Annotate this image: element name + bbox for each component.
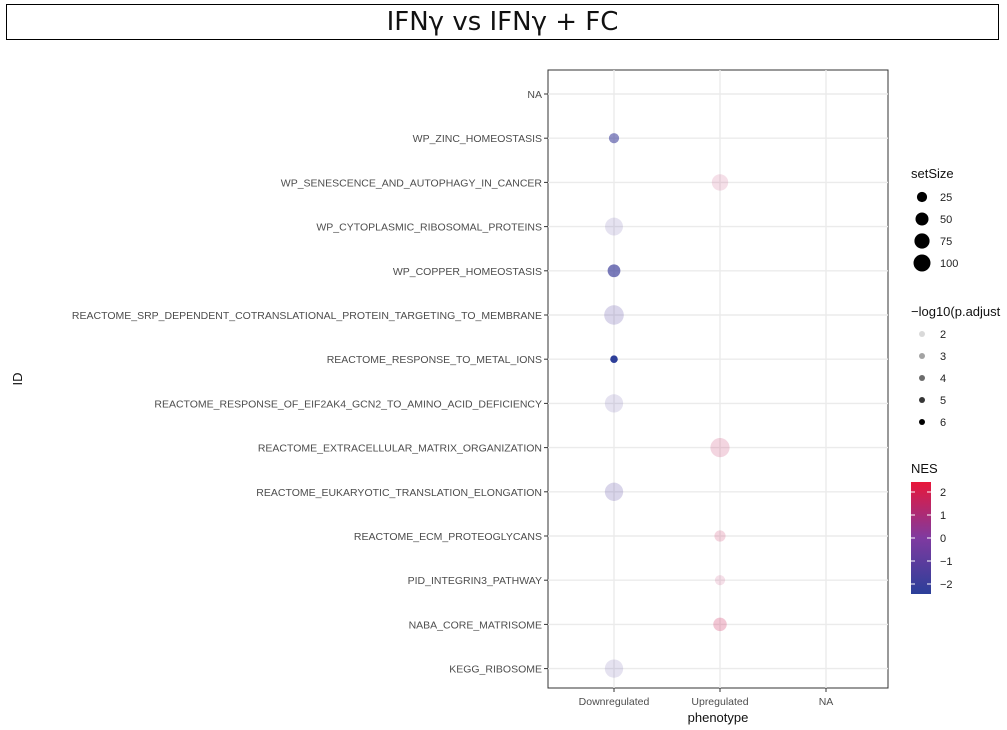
alpha-legend-label: 5 xyxy=(940,395,946,407)
data-point xyxy=(607,264,621,278)
data-point xyxy=(604,394,624,413)
y-tick-label: PID_INTEGRIN3_PATHWAY xyxy=(408,575,542,587)
data-point xyxy=(710,438,730,458)
data-point xyxy=(714,530,726,542)
data-point xyxy=(610,355,618,363)
legend: setSize255075100−log10(p.adjust23456NES2… xyxy=(911,166,1001,594)
size-legend-key xyxy=(913,254,931,272)
alpha-legend-label: 6 xyxy=(940,417,946,429)
color-legend-label: −2 xyxy=(940,579,953,591)
color-legend-label: 2 xyxy=(940,487,946,499)
alpha-legend-label: 2 xyxy=(940,329,946,341)
y-axis-ticks: NA WP_ZINC_HOMEOSTASIS WP_SENESCENCE_AND_A… xyxy=(72,89,548,676)
size-legend-label: 100 xyxy=(940,258,958,270)
y-tick-label: NABA_CORE_MATRISOME xyxy=(409,619,542,631)
y-tick-label: KEGG_RIBOSOME xyxy=(449,664,542,676)
x-axis-ticks: Downregulated Upregulated NA xyxy=(579,688,834,708)
y-tick-label: WP_COPPER_HOMEOSTASIS xyxy=(393,266,542,278)
color-legend-title: NES xyxy=(911,461,938,476)
panel-border xyxy=(547,69,889,689)
y-tick-label: WP_SENESCENCE_AND_AUTOPHAGY_IN_CANCER xyxy=(281,177,543,189)
size-legend-title: setSize xyxy=(911,166,954,181)
y-tick-label: WP_ZINC_HOMEOSTASIS xyxy=(413,133,542,145)
color-legend-label: −1 xyxy=(940,556,953,568)
alpha-legend-label: 3 xyxy=(940,351,946,363)
size-legend-key xyxy=(914,233,930,249)
data-point xyxy=(711,174,729,191)
chart-title: IFNγ vs IFNγ + FC xyxy=(6,4,999,40)
y-tick-label: REACTOME_EUKARYOTIC_TRANSLATION_ELONGATI… xyxy=(256,487,542,499)
size-legend-label: 50 xyxy=(940,214,952,226)
size-legend-label: 25 xyxy=(940,192,952,204)
x-tick-label: Downregulated xyxy=(579,696,650,708)
size-legend-key xyxy=(916,191,928,203)
points-layer xyxy=(604,133,730,678)
alpha-legend-key xyxy=(919,419,925,425)
y-tick-label: NA xyxy=(527,89,542,101)
y-tick-label: REACTOME_ECM_PROTEOGLYCANS xyxy=(354,531,542,543)
alpha-legend-key xyxy=(919,397,925,403)
y-axis-title: ID xyxy=(10,373,25,386)
data-point xyxy=(604,482,624,501)
alpha-legend-key xyxy=(919,375,925,381)
gridlines xyxy=(548,70,888,688)
data-point xyxy=(714,575,726,586)
y-tick-label: REACTOME_RESPONSE_TO_METAL_IONS xyxy=(327,354,542,366)
alpha-legend-title: −log10(p.adjust xyxy=(911,304,1001,319)
x-tick-label: Upregulated xyxy=(691,696,748,708)
alpha-legend-key xyxy=(919,353,925,359)
color-legend-label: 0 xyxy=(940,533,946,545)
x-tick-label: NA xyxy=(819,696,834,708)
data-point xyxy=(604,659,624,678)
data-point xyxy=(713,617,727,632)
size-legend-key xyxy=(915,212,929,226)
y-tick-label: WP_CYTOPLASMIC_RIBOSOMAL_PROTEINS xyxy=(316,222,542,234)
alpha-legend-key xyxy=(919,331,925,337)
data-point xyxy=(608,133,620,144)
data-point xyxy=(605,217,623,236)
y-tick-label: REACTOME_RESPONSE_OF_EIF2AK4_GCN2_TO_AMI… xyxy=(154,398,542,410)
data-point xyxy=(604,305,624,325)
y-tick-label: REACTOME_EXTRACELLULAR_MATRIX_ORGANIZATI… xyxy=(258,443,542,455)
x-axis-title: phenotype xyxy=(688,710,749,725)
color-legend-label: 1 xyxy=(940,510,946,522)
plot-panel xyxy=(547,69,889,689)
y-tick-label: REACTOME_SRP_DEPENDENT_COTRANSLATIONAL_P… xyxy=(72,310,542,322)
alpha-legend-label: 4 xyxy=(940,373,946,385)
color-bar xyxy=(911,482,931,594)
size-legend-label: 75 xyxy=(940,236,952,248)
